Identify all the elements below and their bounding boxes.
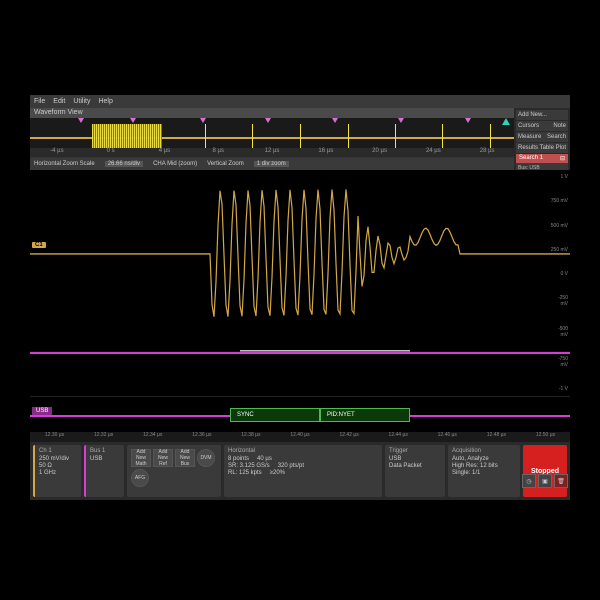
overview-marker-icon [130,118,136,123]
horiz-pts: 8 points [228,456,249,462]
waveform-svg [30,170,570,396]
bus-decode-segment: SYNC [230,408,320,422]
main-time-axis: 12.30 µs12.32 µs12.34 µs12.36 µs12.38 µs… [30,432,570,442]
bus1-title: Bus 1 [90,448,120,454]
horiz-sr: SR: 3.125 GS/s [228,463,270,469]
ch1-title: Ch 1 [39,448,77,454]
mid-label: CHA Mid (zoom) [153,161,197,167]
horiz-rl: RL: 125 kpts [228,470,262,476]
add-bus-button[interactable]: Add New Bus [175,449,195,467]
acquisition-panel[interactable]: Acquisition Auto, Analyze High Res: 12 b… [448,445,520,497]
voltage-grid-labels: 1 V750 mV500 mV250 mV0 V-250 mV-500 mV-7… [550,170,568,396]
add-buttons-panel: Add New Math Add New Ref Add New Bus DVM… [127,445,221,497]
v-zoom-label: Vertical Zoom [207,161,244,167]
trigger-title: Trigger [389,448,441,454]
acq-single: Single: 1/1 [452,470,516,476]
h-zoom-value: 26.66 ns/div [105,161,143,167]
waveform-view-title: Waveform View [30,108,570,118]
dvm-button[interactable]: DVM [197,449,215,467]
main-waveform-area[interactable]: C1 1 V750 mV500 mV250 mV0 V-250 mV-500 m… [30,170,570,396]
ch1-panel[interactable]: Ch 1 250 mV/div 50 Ω 1 GHz [33,445,81,497]
add-math-button[interactable]: Add New Math [131,449,151,467]
trigger-panel[interactable]: Trigger USB Data Packet [385,445,445,497]
cursors-note-row[interactable]: Cursors Note [516,121,568,131]
trigger-source: USB [389,456,441,462]
menu-help[interactable]: Help [98,98,112,105]
overview-marker-icon [332,118,338,123]
trash-icon[interactable]: 🗑 [554,474,568,488]
overview-marker-icon [265,118,271,123]
search-header[interactable]: Search 1 ⊟ [516,154,568,163]
plot-label: Plot [556,145,566,151]
bus1-panel[interactable]: Bus 1 USB [84,445,124,497]
add-ref-button[interactable]: Add New Ref [153,449,173,467]
menu-edit[interactable]: Edit [53,98,65,105]
measure-label: Measure [518,134,541,140]
bus-decode-strip[interactable]: USB SYNCPID:NYET [30,396,570,432]
overview-marker-icon [398,118,404,123]
cursors-label: Cursors [518,123,539,129]
menu-utility[interactable]: Utility [73,98,90,105]
results-label: Results Table [518,145,554,151]
stopped-button[interactable]: Stopped [523,445,567,497]
acq-res: High Res: 12 bits [452,463,516,469]
menubar: File Edit Utility Help [30,95,570,108]
clock-icon[interactable]: ◷ [522,474,536,488]
zoom-scale-bar: Horizontal Zoom Scale 26.66 ns/div CHA M… [30,158,514,170]
horiz-ipts: 320 pts/pt [278,463,304,469]
ch1-impedance: 50 Ω [39,463,77,469]
ch1-div: 250 mV/div [39,456,77,462]
bus-decode-segment: PID:NYET [320,408,410,422]
horiz-pct: ≥20% [270,470,285,476]
collapse-icon[interactable]: ⊟ [560,155,565,162]
acq-mode: Auto, Analyze [452,456,516,462]
overview-time-axis: -4 µs0 s4 µs8 µs12 µs16 µs20 µs24 µs28 µ… [30,148,514,157]
trigger-type: Data Packet [389,463,441,469]
add-new-label: Add New... [518,112,547,118]
v-zoom-value: 1 div zoom [254,161,289,167]
overview-marker-icon [200,118,206,123]
results-plot-row[interactable]: Results TablePlot [516,143,568,153]
trigger-marker-icon [502,118,510,125]
horiz-time: 40 µs [257,456,272,462]
ch1-bandwidth: 1 GHz [39,470,77,476]
horizontal-panel[interactable]: Horizontal 8 points 40 µs SR: 3.125 GS/s 3… [224,445,382,497]
overview-marker-icon [465,118,471,123]
bus1-type: USB [90,456,120,462]
overview-strip[interactable]: -4 µs0 s4 µs8 µs12 µs16 µs20 µs24 µs28 µ… [30,118,514,158]
acq-title: Acquisition [452,448,516,454]
overview-marker-icon [78,118,84,123]
search-label: Search [547,134,566,140]
note-label: Note [553,123,566,129]
channel-1-badge[interactable]: C1 [32,242,46,248]
measure-search-row[interactable]: Measure Search [516,132,568,142]
horiz-title: Horizontal [228,448,378,454]
bus-usb-badge[interactable]: USB [32,407,52,415]
afg-button[interactable]: AFG [131,469,149,487]
add-new-button[interactable]: Add New... [516,110,568,120]
search-title: Search 1 [519,155,543,162]
time-corner-controls: ◷ ▣ 🗑 [522,474,568,488]
oscilloscope-app: File Edit Utility Help Waveform View Add… [30,95,570,500]
h-zoom-label: Horizontal Zoom Scale [34,161,95,167]
camera-icon[interactable]: ▣ [538,474,552,488]
bottom-bar: Ch 1 250 mV/div 50 Ω 1 GHz Bus 1 USB Add… [30,442,570,500]
menu-file[interactable]: File [34,98,45,105]
